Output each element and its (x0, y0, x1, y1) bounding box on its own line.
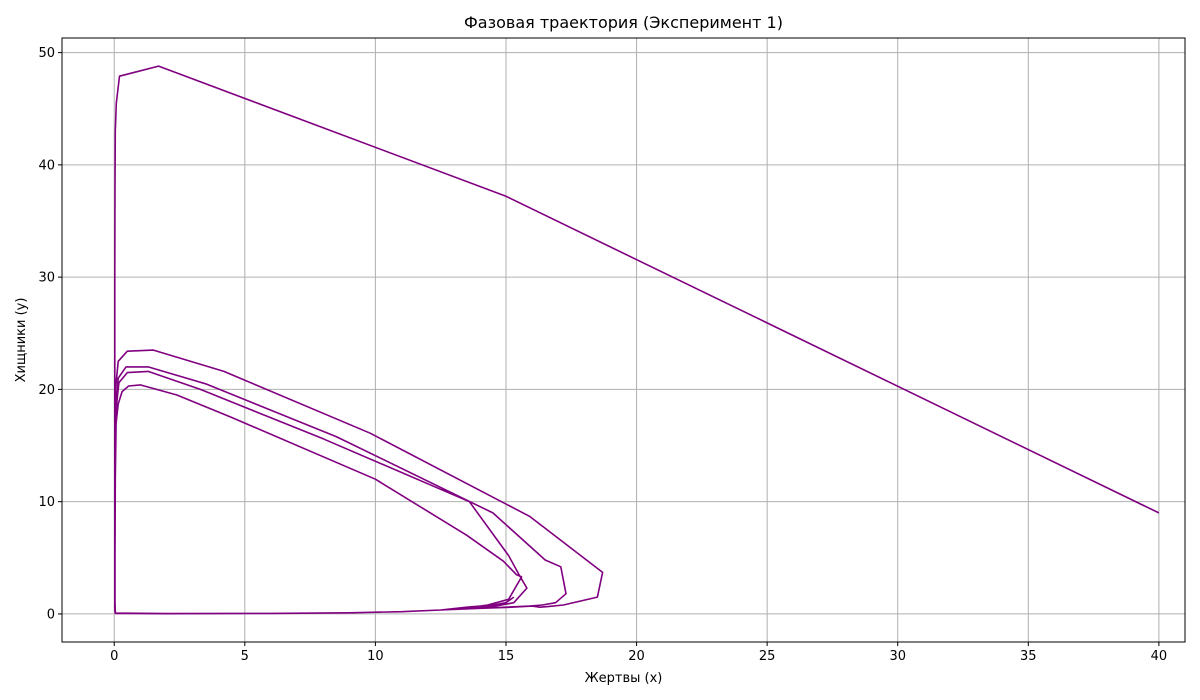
trajectory-line (114, 65, 1160, 615)
plot-area (114, 65, 1160, 615)
x-axis-label: Жертвы (x) (585, 671, 663, 686)
x-tick-label: 15 (498, 649, 515, 664)
x-tick-label: 10 (367, 649, 384, 664)
x-tick-label: 40 (1151, 649, 1168, 664)
x-tick-label: 35 (1020, 649, 1037, 664)
x-tick-label: 20 (628, 649, 645, 664)
x-tick-label: 25 (759, 649, 776, 664)
y-tick-label: 30 (38, 271, 55, 286)
chart-title: Фазовая траектория (Эксперимент 1) (464, 13, 783, 32)
y-tick-label: 50 (38, 46, 55, 61)
y-tick-label: 10 (38, 495, 55, 510)
y-tick-label: 20 (38, 383, 55, 398)
axes-frame (61, 37, 1186, 643)
grid (62, 38, 1185, 642)
y-tick-label: 0 (47, 607, 55, 622)
y-tick-label: 40 (38, 158, 55, 173)
axis-ticks: 0 5 10 15 20 25 30 35 40 0 10 20 30 40 50 (38, 46, 1167, 664)
y-axis-label: Хищники (y) (14, 298, 29, 383)
x-tick-label: 0 (110, 649, 118, 664)
x-tick-label: 30 (889, 649, 906, 664)
x-tick-label: 5 (241, 649, 249, 664)
